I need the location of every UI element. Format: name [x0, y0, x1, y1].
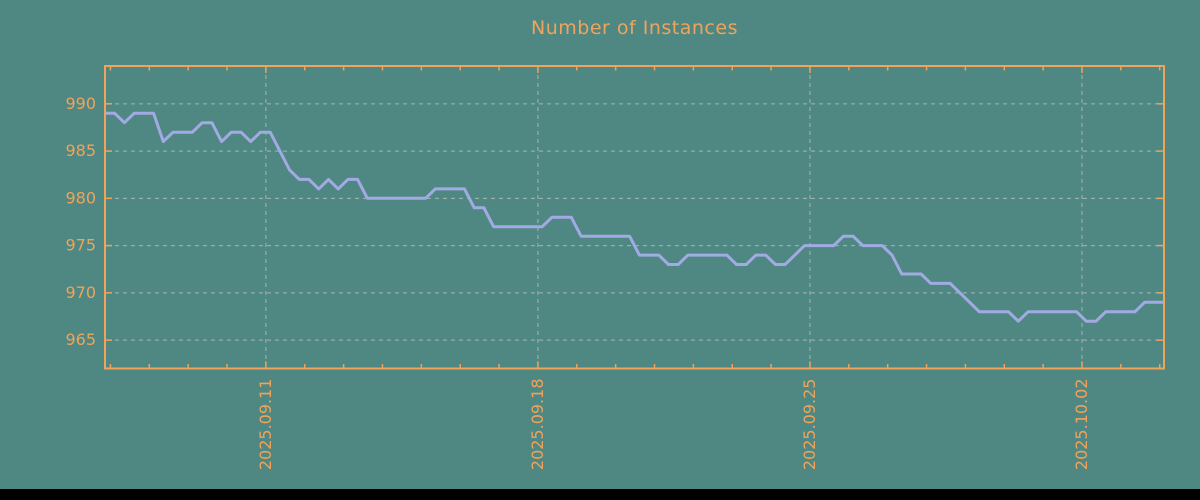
- data-line-instances: [105, 111, 1164, 323]
- x-axis-tick-label: 2025.09.25: [800, 379, 819, 471]
- plot-border: [104, 65, 1165, 370]
- x-axis-tick-label: 2025.09.18: [528, 379, 547, 471]
- chart-title: Number of Instances: [531, 17, 738, 39]
- x-axis-tick-label: 2025.10.02: [1072, 379, 1091, 471]
- y-axis-tick-label: 990: [65, 94, 96, 113]
- line-chart: 990 985 980 975 970 965 2025.09.11 2025.09.18 20…: [65, 65, 1165, 471]
- y-axis-tick-label: 965: [65, 330, 96, 349]
- y-axis-tick-label: 970: [65, 283, 96, 302]
- y-axis-tick-label: 985: [65, 141, 96, 160]
- x-axis-tick-label: 2025.09.11: [256, 379, 275, 471]
- y-axis-tick-label: 975: [65, 236, 96, 255]
- y-axis-tick-label: 980: [65, 188, 96, 207]
- footer-bar: [0, 489, 1200, 500]
